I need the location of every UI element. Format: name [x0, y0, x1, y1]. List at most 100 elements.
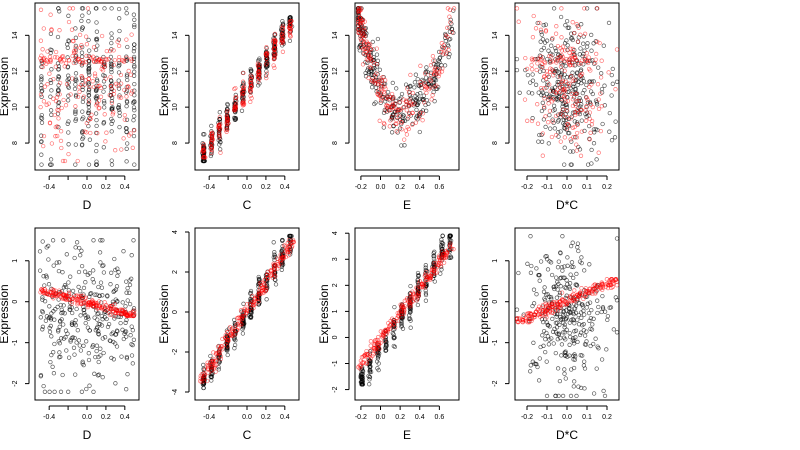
black-point: [575, 120, 580, 125]
red-point: [588, 130, 593, 135]
red-point: [290, 239, 295, 245]
y-tick-label: -1: [492, 339, 499, 345]
black-point: [545, 56, 550, 62]
red-point: [78, 301, 83, 306]
red-point: [584, 95, 589, 100]
red-point: [107, 312, 113, 317]
x-tick-label: 0.2: [101, 184, 111, 191]
black-point: [560, 268, 565, 273]
black-point: [39, 139, 44, 144]
red-point: [446, 47, 451, 53]
red-point: [380, 81, 385, 87]
red-point: [68, 92, 73, 97]
black-point: [73, 35, 79, 40]
red-point: [244, 310, 249, 315]
red-point: [574, 135, 580, 140]
black-point: [560, 393, 566, 399]
black-point: [109, 98, 115, 104]
black-point: [73, 82, 78, 87]
red-point: [67, 58, 72, 63]
red-point: [447, 7, 453, 12]
red-point: [209, 150, 214, 156]
black-point: [76, 284, 81, 290]
black-point: [447, 29, 453, 34]
red-point: [555, 87, 560, 92]
black-point: [424, 65, 429, 70]
black-point: [102, 6, 107, 11]
black-point: [374, 64, 380, 69]
black-point: [109, 63, 114, 69]
black-point: [112, 256, 117, 262]
red-point: [430, 54, 436, 59]
black-point: [610, 66, 615, 72]
red-point: [361, 51, 367, 57]
red-point: [570, 103, 576, 109]
black-point: [109, 89, 114, 94]
red-point: [263, 51, 269, 57]
red-point: [595, 39, 600, 44]
red-point: [594, 51, 599, 57]
y-tick-label: 12: [332, 67, 339, 75]
red-point: [244, 302, 250, 307]
red-point: [570, 62, 576, 68]
black-point: [66, 93, 71, 98]
black-point: [232, 116, 238, 121]
black-point: [117, 16, 122, 21]
red-point: [73, 45, 78, 50]
x-tick-label: -0.4: [43, 414, 55, 421]
red-point: [565, 115, 570, 120]
black-point: [576, 248, 581, 254]
black-point: [248, 69, 254, 74]
black-point: [529, 263, 534, 269]
black-point: [225, 352, 230, 358]
red-point: [572, 30, 577, 36]
red-point: [440, 66, 445, 71]
red-point: [389, 91, 395, 97]
red-point: [117, 310, 122, 316]
red-point: [551, 97, 556, 102]
black-point: [48, 108, 54, 113]
black-point: [57, 341, 62, 346]
red-point: [217, 127, 223, 132]
red-point: [432, 71, 437, 76]
red-point: [568, 137, 573, 142]
black-point: [57, 350, 62, 355]
x-axis-title: D: [83, 198, 92, 212]
red-point: [401, 105, 406, 110]
red-point: [554, 90, 559, 96]
red-point: [287, 244, 292, 249]
black-point: [65, 121, 70, 126]
black-point: [98, 238, 103, 243]
red-point: [209, 138, 214, 143]
red-point: [211, 356, 216, 362]
black-point: [42, 283, 47, 288]
red-point: [553, 90, 558, 95]
black-point: [108, 54, 114, 60]
black-point: [101, 89, 106, 94]
red-point: [108, 74, 113, 80]
red-point: [57, 28, 62, 33]
y-tick-label: 0: [492, 300, 499, 304]
black-point: [49, 88, 54, 93]
black-point: [528, 270, 534, 275]
red-point: [542, 86, 547, 91]
black-point: [132, 17, 137, 22]
black-point: [514, 307, 520, 312]
black-point: [86, 90, 91, 95]
red-point: [553, 31, 559, 36]
red-point: [264, 56, 269, 62]
red-point: [206, 370, 211, 376]
black-point: [611, 327, 616, 332]
red-point: [40, 47, 45, 52]
y-tick-label: -2: [172, 349, 179, 355]
red-point: [233, 85, 238, 91]
red-point: [558, 111, 563, 117]
black-point: [609, 93, 614, 98]
black-point: [56, 268, 62, 274]
black-point: [109, 270, 114, 275]
red-point: [559, 96, 564, 101]
red-point: [118, 72, 124, 78]
black-point: [73, 54, 78, 59]
black-point: [560, 94, 565, 99]
red-point: [248, 89, 253, 94]
